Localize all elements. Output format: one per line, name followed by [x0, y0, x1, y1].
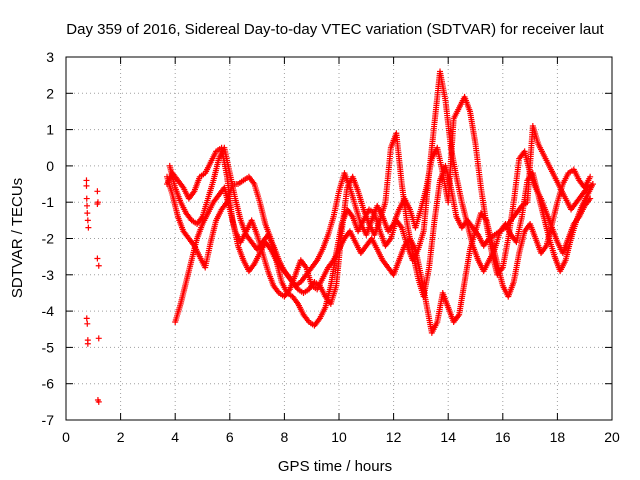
- data-point: [95, 262, 102, 269]
- data-point: [84, 320, 91, 327]
- data-points: [83, 68, 596, 405]
- y-tick-label: -7: [42, 412, 55, 428]
- y-tick-label: -3: [42, 267, 55, 283]
- data-point: [83, 195, 90, 202]
- data-point: [83, 177, 90, 184]
- x-axis-label: GPS time / hours: [278, 458, 392, 475]
- x-tick-label: 20: [604, 429, 620, 445]
- y-tick-label: -5: [42, 339, 55, 355]
- data-point: [83, 315, 90, 322]
- y-tick-label: -2: [42, 231, 55, 247]
- data-point: [587, 195, 594, 202]
- data-point: [83, 182, 90, 189]
- y-tick-label: -6: [42, 376, 55, 392]
- y-axis-label: SDTVAR / TECUs: [9, 178, 26, 298]
- y-tick-label: -1: [42, 194, 55, 210]
- x-tick-label: 18: [550, 429, 566, 445]
- data-point: [94, 201, 101, 208]
- x-tick-label: 8: [281, 429, 289, 445]
- x-tick-label: 16: [495, 429, 511, 445]
- x-tick-label: 14: [440, 429, 456, 445]
- data-point: [587, 173, 594, 180]
- data-point: [85, 224, 92, 231]
- x-tick-label: 4: [171, 429, 179, 445]
- y-tick-label: -4: [42, 303, 55, 319]
- data-point: [589, 181, 596, 188]
- data-point: [94, 188, 101, 195]
- y-tick-label: 2: [46, 85, 54, 101]
- x-tick-label: 12: [386, 429, 402, 445]
- data-point: [95, 335, 102, 342]
- data-point: [84, 210, 91, 217]
- x-tick-label: 2: [117, 429, 125, 445]
- data-point: [84, 340, 91, 347]
- data-point: [84, 217, 91, 224]
- y-tick-label: 1: [46, 122, 54, 138]
- y-tick-label: 3: [46, 49, 54, 65]
- x-tick-label: 10: [331, 429, 347, 445]
- data-point: [95, 398, 102, 405]
- x-tick-label: 6: [226, 429, 234, 445]
- data-point: [94, 255, 101, 262]
- chart-title: Day 359 of 2016, Sidereal Day-to-day VTE…: [66, 21, 604, 38]
- data-point: [84, 202, 91, 209]
- x-tick-label: 0: [62, 429, 70, 445]
- y-tick-label: 0: [46, 158, 54, 174]
